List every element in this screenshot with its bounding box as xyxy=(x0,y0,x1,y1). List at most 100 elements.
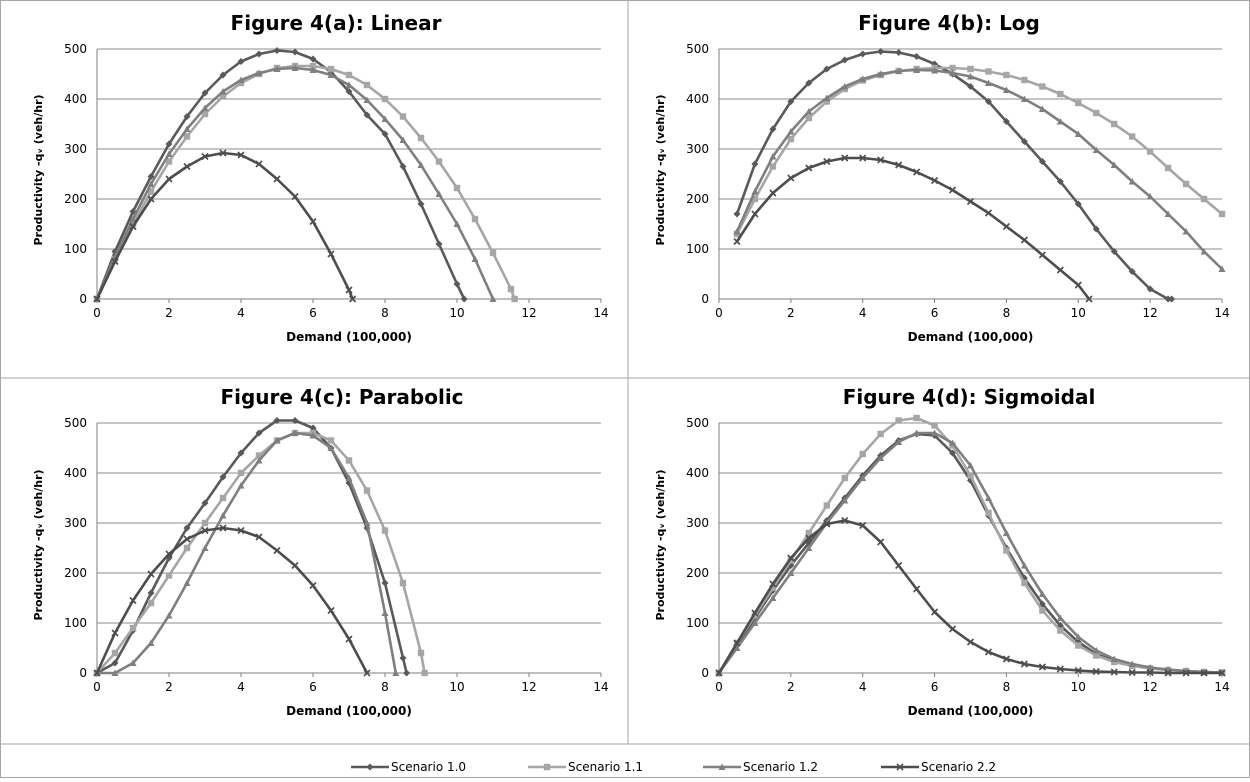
data-point xyxy=(895,49,903,56)
data-point xyxy=(1003,71,1010,79)
series-scenario-1-1 xyxy=(93,429,428,677)
data-point xyxy=(273,175,281,183)
data-point xyxy=(273,417,281,424)
series-scenario-2-2 xyxy=(93,524,371,677)
data-point xyxy=(1038,158,1046,165)
data-point xyxy=(201,526,209,535)
data-point xyxy=(841,154,849,162)
data-point xyxy=(129,215,137,222)
x-tick-label: 12 xyxy=(521,680,536,694)
data-point xyxy=(471,215,479,223)
data-point xyxy=(1110,248,1118,255)
data-point xyxy=(309,217,317,226)
data-point xyxy=(165,550,173,558)
data-point xyxy=(715,669,723,677)
x-tick-label: 0 xyxy=(93,306,101,320)
data-point xyxy=(1002,222,1010,231)
data-point xyxy=(859,75,867,82)
data-point xyxy=(327,71,335,78)
data-point xyxy=(417,200,425,208)
data-point xyxy=(327,437,335,444)
data-point xyxy=(255,533,263,541)
series-scenario-1-0 xyxy=(93,417,411,677)
x-tick-label: 0 xyxy=(715,680,723,694)
data-point xyxy=(453,184,461,192)
y-axis-label: Productivity -qᵥ (veh/hr) xyxy=(654,94,667,245)
data-point xyxy=(805,114,813,122)
data-point xyxy=(841,497,849,504)
data-point xyxy=(219,494,227,502)
data-point xyxy=(273,437,281,444)
x-axis-label: Demand (100,000) xyxy=(908,704,1034,718)
data-point xyxy=(1168,295,1176,303)
data-point xyxy=(183,524,191,532)
legend-marker-icon xyxy=(718,763,726,770)
legend: Scenario 1.0 Scenario 1.1 Scenario 1.2 Scen… xyxy=(351,760,996,774)
data-point xyxy=(823,157,831,166)
data-point xyxy=(291,64,299,71)
series-line xyxy=(95,151,354,300)
data-point xyxy=(219,88,227,95)
data-point xyxy=(805,164,813,172)
series-line xyxy=(95,64,516,300)
data-point xyxy=(1128,668,1136,677)
data-point xyxy=(895,161,903,169)
data-point xyxy=(111,649,119,657)
data-point xyxy=(327,606,335,615)
data-point xyxy=(111,669,119,676)
data-point xyxy=(327,65,335,73)
data-point xyxy=(219,93,227,100)
data-point xyxy=(1003,547,1010,554)
data-point xyxy=(859,450,866,458)
data-point xyxy=(913,414,920,422)
data-point xyxy=(489,295,497,302)
x-tick-label: 6 xyxy=(309,680,317,694)
data-point xyxy=(1146,285,1154,293)
data-point xyxy=(984,79,992,86)
data-point xyxy=(1128,660,1136,667)
data-point xyxy=(984,98,992,105)
data-point xyxy=(733,228,741,235)
x-tick-label: 8 xyxy=(1003,680,1011,694)
data-point xyxy=(1056,118,1064,125)
data-point xyxy=(1038,590,1046,597)
data-point xyxy=(399,163,407,170)
x-tick-label: 12 xyxy=(521,306,536,320)
data-point xyxy=(895,417,902,424)
data-point xyxy=(877,48,885,55)
data-point xyxy=(1056,178,1064,185)
series-scenario-1-0 xyxy=(93,47,468,303)
data-point xyxy=(931,67,939,74)
series-line xyxy=(735,66,1223,235)
x-tick-label: 12 xyxy=(1143,306,1158,320)
data-point xyxy=(147,173,155,180)
data-point xyxy=(237,469,245,477)
series-line xyxy=(735,68,1223,270)
y-tick-label: 100 xyxy=(686,616,709,630)
data-point xyxy=(913,66,921,73)
data-point xyxy=(769,125,777,133)
data-point xyxy=(1110,655,1118,662)
y-tick-label: 0 xyxy=(79,666,87,680)
data-point xyxy=(201,519,209,527)
x-tick-label: 0 xyxy=(715,306,723,320)
data-point xyxy=(877,454,885,461)
data-point xyxy=(805,529,813,537)
y-tick-label: 400 xyxy=(686,466,709,480)
data-point xyxy=(949,69,957,76)
data-point xyxy=(966,197,975,206)
series-scenario-1-1 xyxy=(715,414,1226,677)
x-tick-label: 6 xyxy=(309,306,317,320)
y-tick-label: 0 xyxy=(701,666,709,680)
y-tick-label: 200 xyxy=(64,566,87,580)
data-point xyxy=(201,110,209,118)
data-point xyxy=(327,250,335,258)
data-point xyxy=(967,73,974,80)
data-point xyxy=(1074,130,1082,137)
legend-label: Scenario 2.2 xyxy=(921,760,996,774)
data-point xyxy=(349,295,357,303)
data-point xyxy=(805,544,813,551)
data-point xyxy=(1074,281,1082,289)
data-point xyxy=(165,158,173,165)
x-tick-label: 8 xyxy=(381,306,389,320)
